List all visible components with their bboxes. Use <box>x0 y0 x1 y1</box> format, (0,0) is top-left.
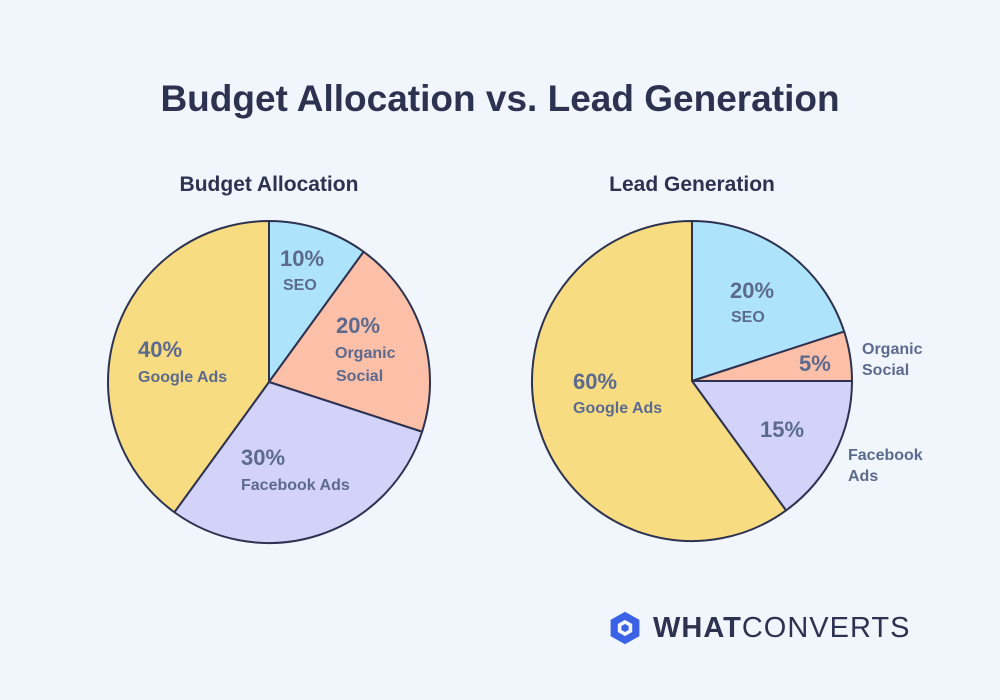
logo-text-regular: CONVERTS <box>741 611 911 644</box>
budget-allocation-label-google-ads: Google Ads <box>138 369 227 386</box>
budget-allocation-label-seo: SEO <box>283 277 317 294</box>
lead-generation-label-organic-social: Social <box>862 362 909 379</box>
lead-generation-slice-google-ads <box>531 220 788 542</box>
lead-generation-pct-seo: 20% <box>730 278 774 303</box>
whatconverts-logo: WHATCONVERTS <box>607 608 910 648</box>
budget-allocation-label-organic-social: Social <box>336 368 383 385</box>
lead-generation-pct-facebook-ads: 15% <box>760 417 804 442</box>
budget-allocation-pct-facebook-ads: 30% <box>241 445 285 470</box>
lead-generation-label-google-ads: Google Ads <box>573 400 662 417</box>
lead-generation-label-seo: SEO <box>731 309 765 326</box>
lead-generation-label-organic-social: Organic <box>862 341 923 358</box>
lead-generation-label-facebook-ads: Ads <box>848 468 878 485</box>
lead-generation-pct-organic-social: 5% <box>799 351 831 376</box>
logo-text-bold: WHAT <box>653 611 742 644</box>
lead-generation-pie: Lead Generation 20% SEO 5% Organic Social 15% F… <box>531 173 923 542</box>
budget-allocation-subtitle: Budget Allocation <box>180 173 359 196</box>
lead-generation-label-facebook-ads: Facebook <box>848 447 923 464</box>
lead-generation-subtitle: Lead Generation <box>609 173 775 196</box>
budget-allocation-slice-seo <box>268 220 365 383</box>
budget-allocation-pct-seo: 10% <box>280 246 324 271</box>
chart-title: Budget Allocation vs. Lead Generation <box>160 78 840 119</box>
budget-allocation-slice-facebook-ads <box>173 381 424 544</box>
budget-allocation-slice-organic-social <box>268 250 431 433</box>
lead-generation-pct-google-ads: 60% <box>573 369 617 394</box>
lead-generation-slice-facebook-ads <box>691 380 853 512</box>
budget-allocation-label-organic-social: Organic <box>335 345 396 362</box>
whatconverts-hexagon-icon <box>610 611 640 645</box>
lead-generation-slice-seo <box>691 220 846 382</box>
budget-allocation-label-facebook-ads: Facebook Ads <box>241 477 350 494</box>
budget-allocation-pct-google-ads: 40% <box>138 337 182 362</box>
budget-allocation-pie: Budget Allocation 10% SEO 20% Organic Social 3… <box>107 173 431 544</box>
budget-allocation-pct-organic-social: 20% <box>336 313 380 338</box>
budget-allocation-slice-google-ads <box>107 220 270 514</box>
